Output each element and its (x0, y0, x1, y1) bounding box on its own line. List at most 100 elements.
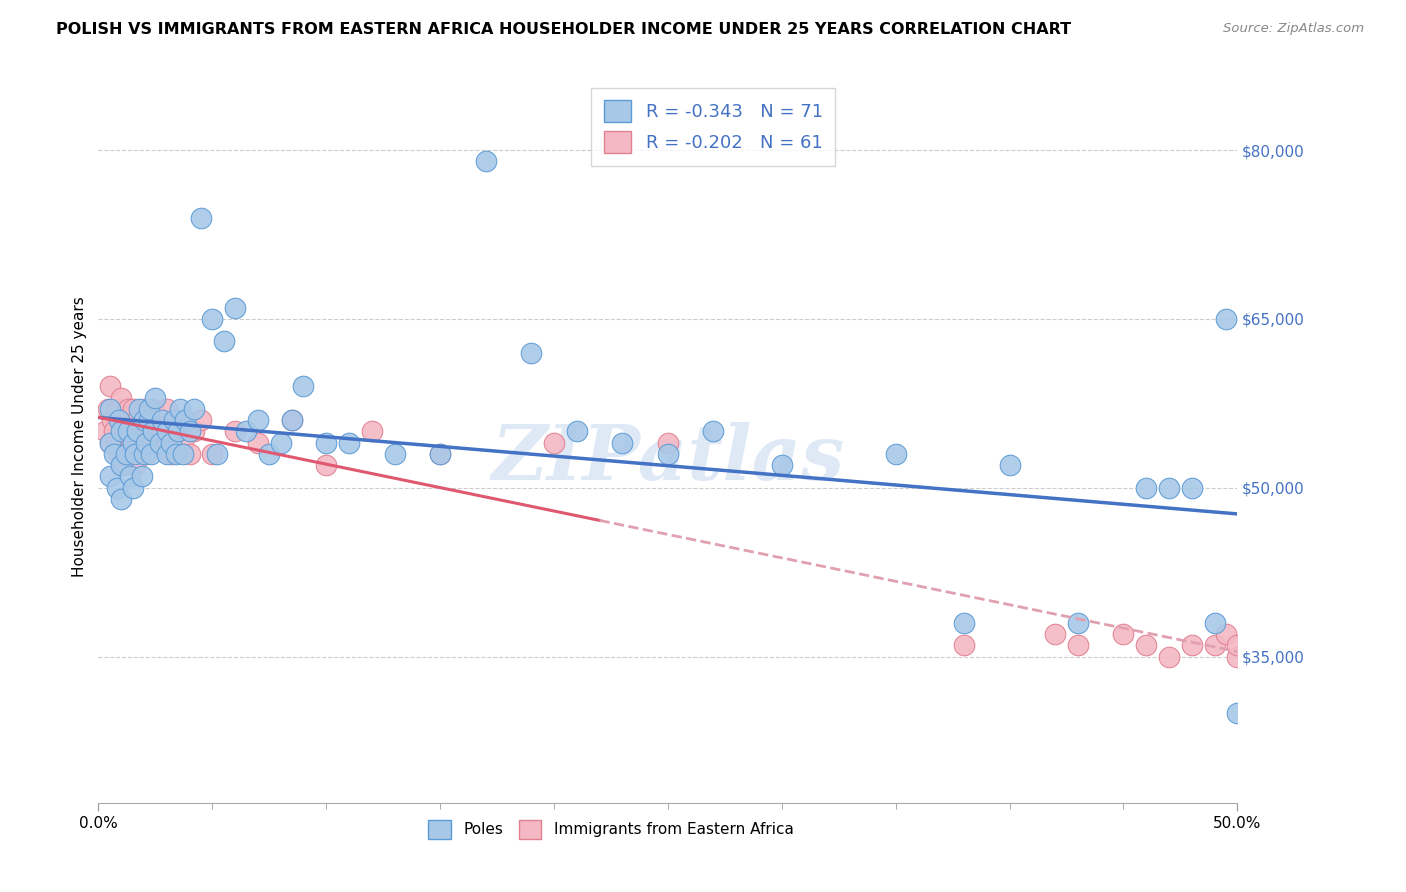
Point (1204, 638, 1226, 652)
Point (121, 435, 143, 450)
Point (135, 435, 157, 450)
Point (98, 401, 121, 416)
Text: Source: ZipAtlas.com: Source: ZipAtlas.com (1223, 22, 1364, 36)
Point (156, 447, 179, 461)
Point (1204, 615, 1226, 630)
Point (953, 615, 976, 630)
Point (179, 425, 201, 439)
Point (138, 413, 160, 427)
Point (105, 435, 128, 450)
Point (96, 401, 118, 416)
Point (120, 469, 142, 483)
Point (1181, 638, 1204, 652)
Text: POLISH VS IMMIGRANTS FROM EASTERN AFRICA HOUSEHOLDER INCOME UNDER 25 YEARS CORRE: POLISH VS IMMIGRANTS FROM EASTERN AFRICA… (56, 22, 1071, 37)
Point (384, 447, 406, 461)
Point (132, 413, 155, 427)
Point (110, 458, 132, 473)
Point (160, 435, 183, 450)
Point (156, 435, 179, 450)
Point (201, 447, 224, 461)
Point (281, 413, 304, 427)
Point (770, 458, 793, 473)
Point (190, 413, 212, 427)
Point (128, 435, 150, 450)
Point (1157, 481, 1180, 495)
Point (429, 447, 451, 461)
Point (169, 401, 191, 416)
Point (110, 413, 132, 427)
Point (953, 638, 976, 652)
Point (139, 425, 162, 439)
Point (1067, 615, 1090, 630)
Point (172, 435, 194, 450)
Point (121, 401, 143, 416)
Point (1226, 706, 1249, 720)
Point (543, 435, 565, 450)
Point (103, 425, 125, 439)
Point (108, 447, 131, 461)
Point (127, 413, 149, 427)
Point (212, 334, 235, 349)
Point (884, 447, 907, 461)
Point (124, 447, 146, 461)
Point (565, 425, 588, 439)
Point (162, 413, 184, 427)
Point (235, 425, 257, 439)
Point (315, 435, 337, 450)
Point (224, 301, 246, 315)
Point (145, 425, 167, 439)
Point (142, 401, 165, 416)
Point (270, 435, 292, 450)
Point (98, 379, 121, 393)
Point (1215, 627, 1237, 641)
Y-axis label: Householder Income Under 25 years: Householder Income Under 25 years (72, 297, 87, 577)
Point (1043, 627, 1066, 641)
Point (156, 425, 179, 439)
Point (131, 425, 153, 439)
Point (205, 447, 228, 461)
Point (156, 401, 179, 416)
Point (360, 425, 382, 439)
Point (101, 413, 124, 427)
Point (183, 425, 205, 439)
Point (201, 312, 224, 326)
Point (292, 379, 315, 393)
Point (657, 435, 679, 450)
Point (1067, 638, 1090, 652)
Point (132, 401, 155, 416)
Point (281, 413, 304, 427)
Point (1226, 638, 1249, 652)
Point (998, 458, 1021, 473)
Point (114, 425, 136, 439)
Point (179, 447, 201, 461)
Point (117, 425, 139, 439)
Point (1135, 481, 1157, 495)
Point (114, 447, 136, 461)
Point (246, 435, 269, 450)
Point (135, 447, 157, 461)
Point (139, 447, 162, 461)
Point (103, 447, 125, 461)
Point (612, 435, 634, 450)
Point (121, 481, 143, 495)
Point (108, 413, 131, 427)
Point (146, 435, 169, 450)
Point (150, 413, 173, 427)
Point (429, 447, 451, 461)
Point (127, 425, 149, 439)
Point (702, 425, 724, 439)
Point (657, 447, 679, 461)
Point (128, 401, 150, 416)
Legend: Poles, Immigrants from Eastern Africa: Poles, Immigrants from Eastern Africa (420, 813, 801, 847)
Point (121, 435, 143, 450)
Point (149, 435, 172, 450)
Point (142, 425, 165, 439)
Point (132, 447, 155, 461)
Point (124, 458, 146, 473)
Point (145, 391, 167, 405)
Point (172, 447, 194, 461)
Point (160, 447, 183, 461)
Point (117, 447, 139, 461)
Point (98, 435, 121, 450)
Point (1135, 638, 1157, 652)
